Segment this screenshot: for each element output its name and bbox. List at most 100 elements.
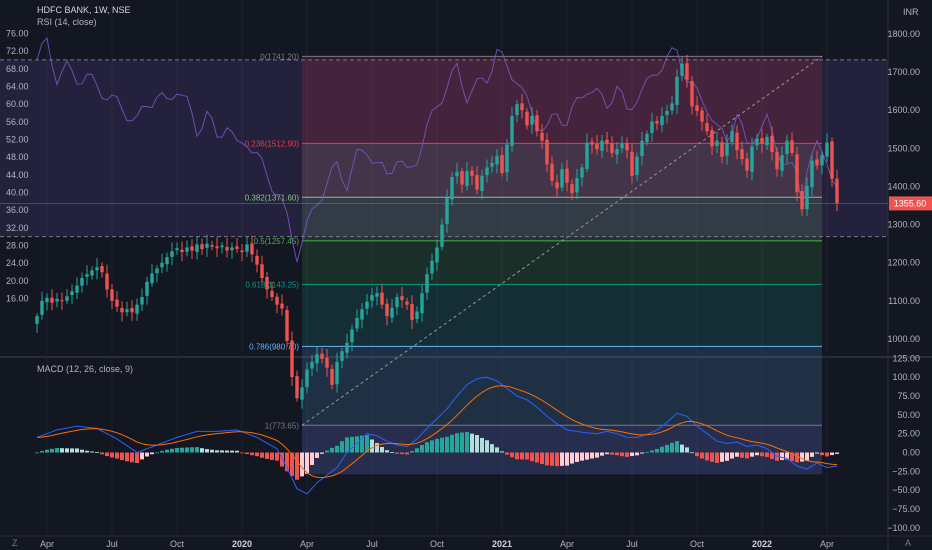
rsi-tick-label: 36.00 [6, 205, 29, 215]
candle-body [535, 115, 539, 132]
auto-scale-button[interactable]: A [905, 538, 912, 548]
macd-histogram-bar [60, 448, 64, 453]
candle-body [50, 297, 54, 303]
candle-body [70, 291, 74, 296]
macd-histogram-bar [250, 452, 254, 456]
candle-body [385, 303, 389, 317]
candle-body [95, 267, 99, 271]
candle-body [770, 135, 774, 153]
price-tick-label: 1000.00 [887, 334, 920, 344]
zoom-button[interactable]: Z [12, 538, 18, 548]
candles-group [35, 54, 839, 409]
macd-histogram-bar [80, 449, 84, 453]
candle-body [815, 159, 819, 166]
macd-histogram-bar [805, 452, 809, 461]
macd-histogram-bar [95, 452, 99, 453]
time-tick-label: Apr [820, 539, 834, 549]
candle-body [635, 156, 639, 175]
macd-histogram-bar [620, 452, 624, 457]
macd-histogram-bar [405, 452, 409, 455]
candle-body [80, 277, 84, 286]
macd-histogram-bar [685, 447, 689, 453]
macd-histogram-bar [355, 436, 359, 453]
macd-histogram-bar [750, 452, 754, 457]
macd-histogram-bar [235, 450, 239, 453]
fib-level-label: 0.786(980.70) [249, 342, 299, 351]
macd-histogram-bar [140, 452, 144, 460]
macd-histogram-bar [75, 448, 79, 453]
macd-histogram-bar [815, 452, 819, 454]
candle-body [310, 361, 314, 369]
macd-histogram-bar [65, 448, 69, 453]
candle-body [200, 244, 204, 250]
candle-body [455, 171, 459, 177]
macd-histogram-bar [630, 452, 634, 457]
candle-body [480, 175, 484, 192]
macd-histogram-bar [565, 452, 569, 466]
candle-body [75, 285, 79, 293]
macd-histogram-bar [635, 452, 639, 456]
macd-indicator-label[interactable]: MACD (12, 26, close, 9) [37, 364, 134, 374]
macd-histogram-bar [625, 452, 629, 457]
candle-body [260, 264, 264, 278]
macd-histogram-bar [500, 451, 504, 453]
macd-histogram-bar [825, 452, 829, 457]
macd-histogram-bar [505, 452, 509, 455]
candle-body [195, 244, 199, 252]
candle-body [435, 247, 439, 263]
macd-histogram-bar [55, 448, 59, 453]
macd-histogram-bar [105, 452, 109, 457]
candle-body [600, 140, 604, 151]
candle-body [745, 158, 749, 171]
candle-body [590, 141, 594, 145]
price-tick-label: 1800.00 [887, 29, 920, 39]
macd-histogram-bar [370, 439, 374, 453]
macd-histogram-bar [770, 452, 774, 460]
candle-body [60, 300, 64, 302]
candle-body [525, 111, 529, 126]
macd-histogram-bar [295, 452, 299, 480]
price-tick-label: 1300.00 [887, 220, 920, 230]
macd-histogram-bar [300, 452, 304, 477]
candle-body [655, 121, 659, 124]
macd-histogram-bar [640, 452, 644, 454]
macd-tick-label: −50.00 [892, 485, 920, 495]
candle-body [135, 304, 139, 314]
macd-histogram-bar [320, 452, 324, 454]
candle-body [540, 132, 544, 141]
macd-histogram-bar [690, 452, 694, 454]
macd-histogram-bar [495, 447, 499, 453]
currency-label[interactable]: INR [903, 7, 919, 17]
candle-body [215, 246, 219, 249]
candle-body [120, 307, 124, 313]
candle-body [645, 133, 649, 143]
macd-histogram-bar [175, 447, 179, 453]
macd-histogram-bar [480, 437, 484, 453]
macd-histogram-bar [780, 452, 784, 461]
candle-body [265, 276, 269, 290]
candle-body [340, 351, 344, 361]
macd-histogram-bar [220, 450, 224, 453]
candle-body [675, 76, 679, 105]
price-tick-label: 1400.00 [887, 181, 920, 191]
macd-histogram-bar [45, 449, 49, 453]
time-tick-label: Oct [170, 539, 185, 549]
macd-histogram-bar [90, 451, 94, 453]
candle-body [350, 329, 354, 343]
candle-body [415, 311, 419, 320]
macd-histogram-bar [785, 452, 789, 460]
candle-body [800, 191, 804, 210]
rsi-indicator-label[interactable]: RSI (14, close) [37, 17, 97, 27]
time-tick-label: Apr [560, 539, 574, 549]
macd-histogram-bar [475, 435, 479, 453]
macd-histogram-bar [155, 452, 159, 454]
macd-histogram-bar [455, 433, 459, 453]
macd-histogram-bar [325, 450, 329, 453]
macd-histogram-bar [675, 441, 679, 453]
macd-histogram-bar [195, 447, 199, 453]
candle-body [365, 301, 369, 309]
candle-body [780, 155, 784, 171]
candle-body [730, 131, 734, 143]
price-tick-label: 1700.00 [887, 67, 920, 77]
